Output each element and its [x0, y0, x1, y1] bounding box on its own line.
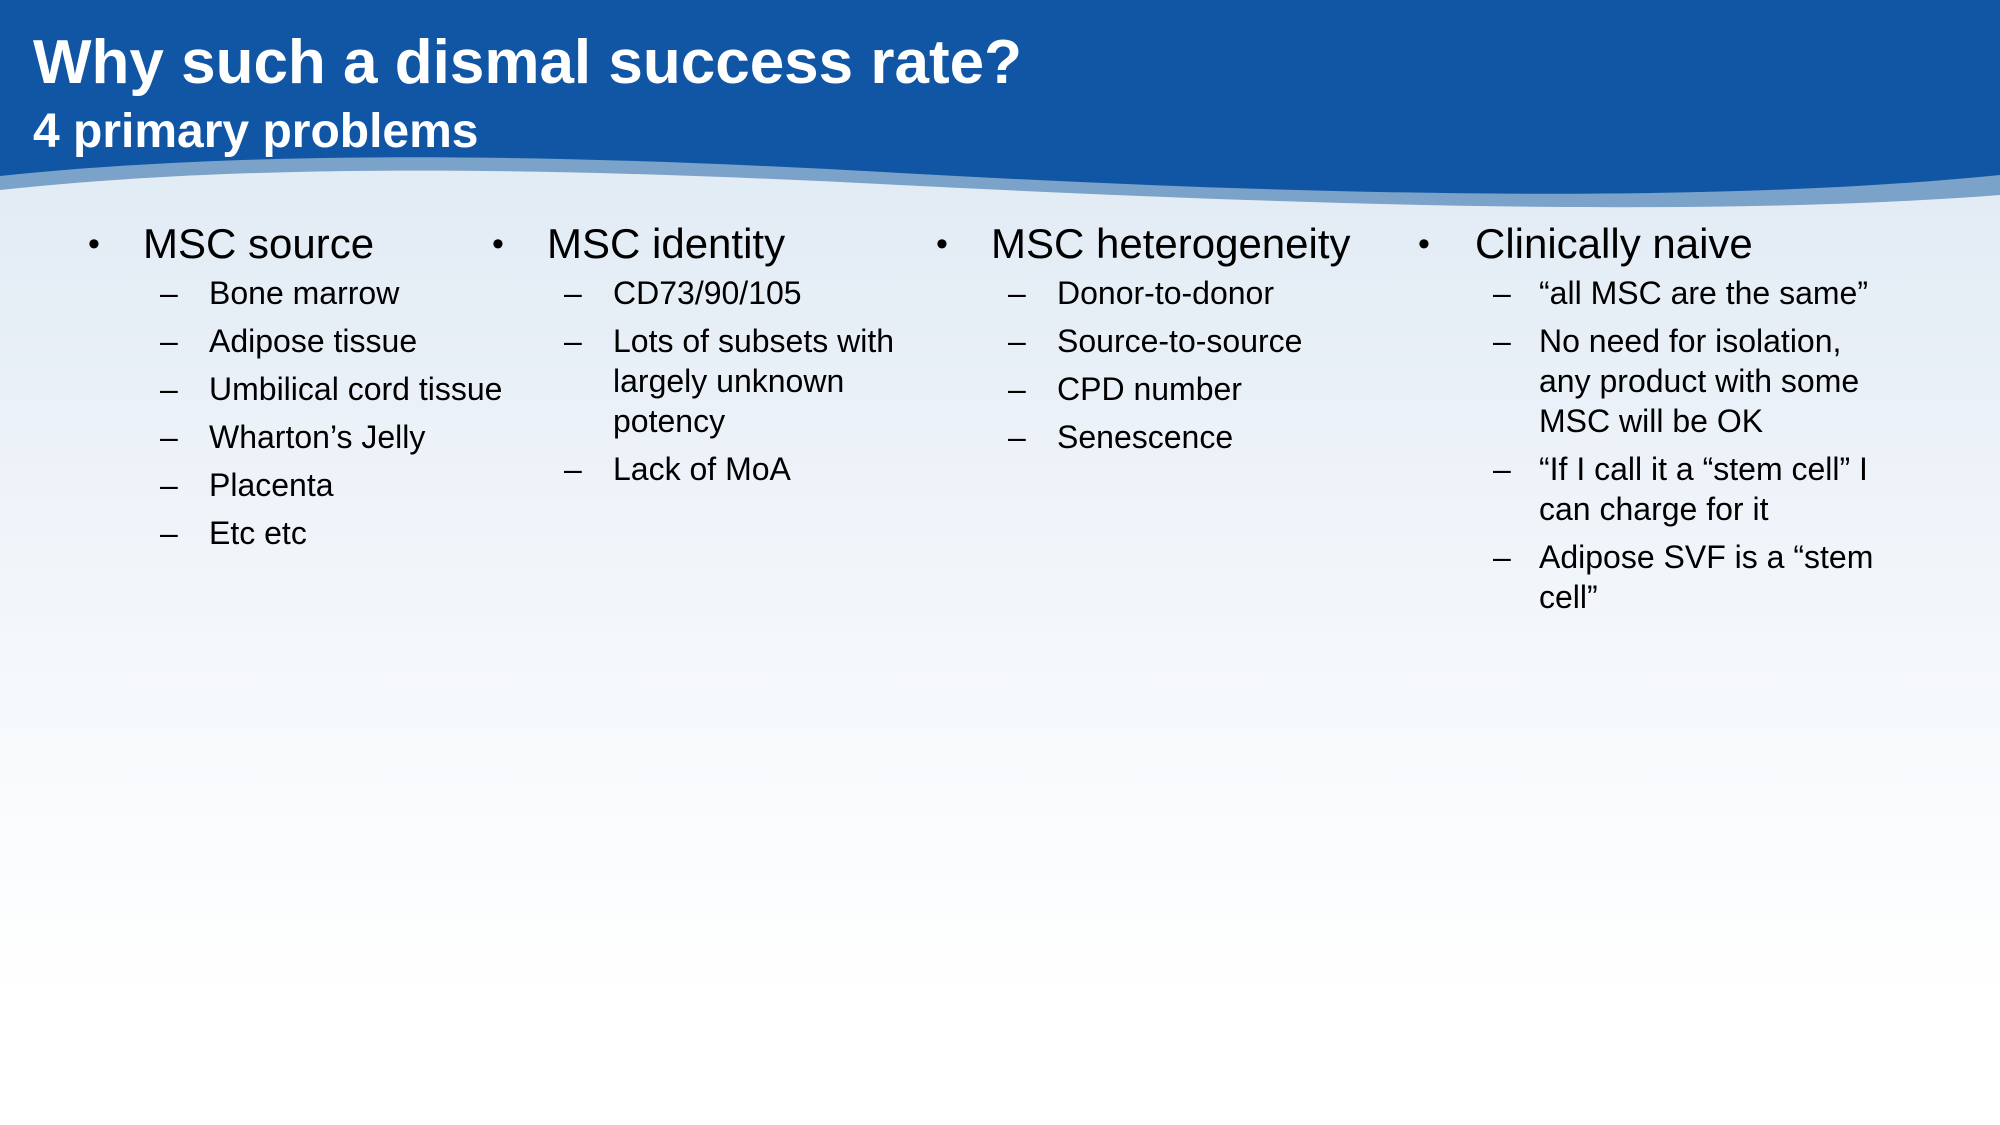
- list-item: – Donor-to-donor: [936, 273, 1396, 313]
- dash-icon: –: [1493, 323, 1511, 359]
- header-wave-fill: [0, 0, 2000, 194]
- column-heading-text: MSC source: [143, 220, 375, 267]
- list-item: – Etc etc: [88, 513, 528, 553]
- list-item: – Adipose SVF is a “stem cell”: [1418, 537, 1898, 617]
- dash-icon: –: [564, 275, 582, 311]
- column-clinically-naive: • Clinically naive – “all MSC are the sa…: [1418, 215, 1898, 625]
- column-msc-heterogeneity: • MSC heterogeneity – Donor-to-donor – S…: [936, 215, 1396, 465]
- column-heading-text: MSC heterogeneity: [991, 220, 1351, 267]
- list-item: – Senescence: [936, 417, 1396, 457]
- dash-icon: –: [564, 323, 582, 359]
- list-item-text: Umbilical cord tissue: [209, 371, 503, 407]
- list-item: – Placenta: [88, 465, 528, 505]
- list-item-text: CD73/90/105: [613, 275, 802, 311]
- list-item-text: Adipose SVF is a “stem cell”: [1539, 539, 1874, 615]
- slide-title: Why such a dismal success rate?: [33, 28, 1022, 97]
- list-item: – Wharton’s Jelly: [88, 417, 528, 457]
- list-item: – No need for isolation, any product wit…: [1418, 321, 1898, 441]
- list-item-text: “all MSC are the same”: [1539, 275, 1868, 311]
- list-item-text: Placenta: [209, 467, 334, 503]
- column-msc-identity: • MSC identity – CD73/90/105 – Lots of s…: [492, 215, 932, 497]
- dash-icon: –: [1493, 275, 1511, 311]
- sub-list: – CD73/90/105 – Lots of subsets with lar…: [492, 273, 932, 489]
- dash-icon: –: [160, 323, 178, 359]
- list-item: – Umbilical cord tissue: [88, 369, 528, 409]
- column-heading: • MSC source: [88, 215, 528, 273]
- list-item: – Adipose tissue: [88, 321, 528, 361]
- column-heading-text: MSC identity: [547, 220, 786, 267]
- list-item-text: Lack of MoA: [613, 451, 791, 487]
- list-item: – Lack of MoA: [492, 449, 932, 489]
- list-item: – “If I call it a “stem cell” I can char…: [1418, 449, 1898, 529]
- list-item-text: Donor-to-donor: [1057, 275, 1274, 311]
- bullet-icon: •: [492, 225, 504, 263]
- list-item: – Source-to-source: [936, 321, 1396, 361]
- dash-icon: –: [1008, 371, 1026, 407]
- dash-icon: –: [564, 451, 582, 487]
- list-item: – Bone marrow: [88, 273, 528, 313]
- list-item-text: Etc etc: [209, 515, 307, 551]
- sub-list: – Bone marrow – Adipose tissue – Umbilic…: [88, 273, 528, 553]
- sub-list: – Donor-to-donor – Source-to-source – CP…: [936, 273, 1396, 457]
- dash-icon: –: [1493, 451, 1511, 487]
- bullet-icon: •: [936, 225, 948, 263]
- list-item-text: Wharton’s Jelly: [209, 419, 426, 455]
- list-item-text: CPD number: [1057, 371, 1242, 407]
- list-item-text: Bone marrow: [209, 275, 400, 311]
- column-heading: • Clinically naive: [1418, 215, 1898, 273]
- dash-icon: –: [160, 515, 178, 551]
- dash-icon: –: [160, 467, 178, 503]
- list-item: – Lots of subsets with largely unknown p…: [492, 321, 932, 441]
- dash-icon: –: [160, 419, 178, 455]
- list-item-text: No need for isolation, any product with …: [1539, 323, 1860, 439]
- list-item-text: Lots of subsets with largely unknown pot…: [613, 323, 895, 439]
- list-item: – CPD number: [936, 369, 1396, 409]
- list-item: – CD73/90/105: [492, 273, 932, 313]
- column-heading: • MSC identity: [492, 215, 932, 273]
- header-banner: [0, 0, 2000, 208]
- list-item-text: Source-to-source: [1057, 323, 1303, 359]
- list-item-text: Senescence: [1057, 419, 1234, 455]
- column-heading: • MSC heterogeneity: [936, 215, 1396, 273]
- column-heading-text: Clinically naive: [1475, 220, 1753, 267]
- list-item-text: Adipose tissue: [209, 323, 418, 359]
- sub-list: – “all MSC are the same” – No need for i…: [1418, 273, 1898, 617]
- bullet-icon: •: [1418, 225, 1430, 263]
- slide-subtitle: 4 primary problems: [33, 105, 479, 158]
- dash-icon: –: [1008, 323, 1026, 359]
- bullet-icon: •: [88, 225, 100, 263]
- dash-icon: –: [160, 371, 178, 407]
- column-msc-source: • MSC source – Bone marrow – Adipose tis…: [88, 215, 528, 561]
- dash-icon: –: [160, 275, 178, 311]
- dash-icon: –: [1493, 539, 1511, 575]
- list-item: – “all MSC are the same”: [1418, 273, 1898, 313]
- dash-icon: –: [1008, 419, 1026, 455]
- dash-icon: –: [1008, 275, 1026, 311]
- list-item-text: “If I call it a “stem cell” I can charge…: [1539, 451, 1868, 527]
